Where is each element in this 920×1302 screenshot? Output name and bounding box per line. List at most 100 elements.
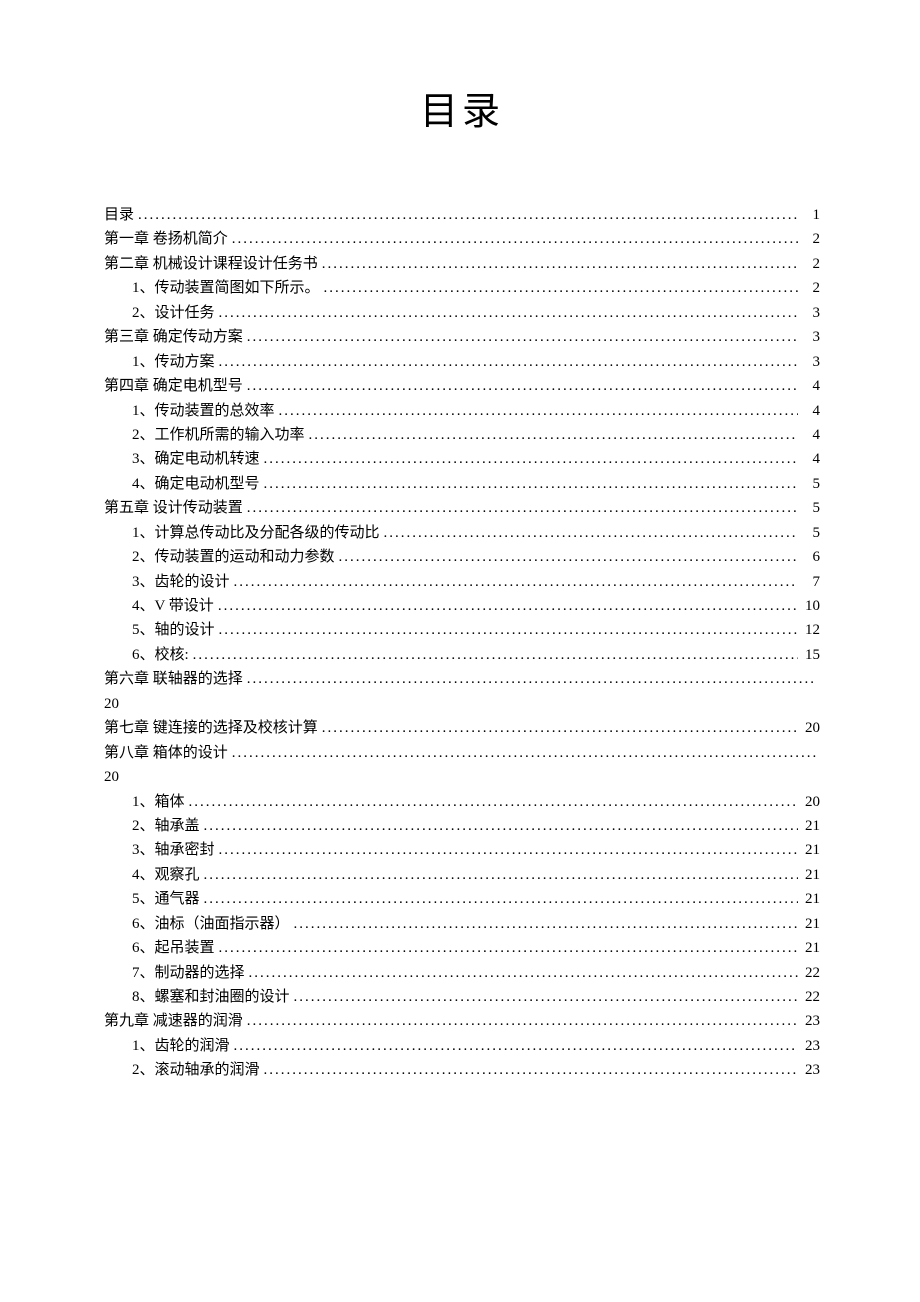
toc-page: 5 xyxy=(802,521,820,545)
toc-leader xyxy=(264,447,798,471)
toc-entry: 4、观察孔21 xyxy=(104,863,820,887)
toc-entry: 8、螺塞和封油圈的设计 22 xyxy=(104,985,820,1009)
toc-entry: 1、齿轮的润滑23 xyxy=(104,1034,820,1058)
toc-page-wrap: 20 xyxy=(104,692,820,716)
toc-page: 12 xyxy=(802,618,820,642)
toc-label: 1、传动装置的总效率 xyxy=(132,399,275,423)
toc-page: 22 xyxy=(802,985,820,1009)
toc-label: 第六章 联轴器的选择 xyxy=(104,667,243,691)
toc-page: 22 xyxy=(802,961,820,985)
toc-leader xyxy=(234,570,798,594)
toc-leader xyxy=(218,594,798,618)
toc-label: 4、确定电动机型号 xyxy=(132,472,260,496)
toc-entry: 第七章 键连接的选择及校核计算 20 xyxy=(104,716,820,740)
toc-label: 第七章 键连接的选择及校核计算 xyxy=(104,716,318,740)
toc-page: 21 xyxy=(802,887,820,911)
toc-entry: 2、滚动轴承的润滑 23 xyxy=(104,1058,820,1082)
toc-page: 2 xyxy=(802,227,820,251)
toc-page: 5 xyxy=(802,472,820,496)
toc-page: 1 xyxy=(802,203,820,227)
toc-label: 第四章 确定电机型号 xyxy=(104,374,243,398)
toc-entry: 1、传动方案 3 xyxy=(104,350,820,374)
toc-leader xyxy=(219,618,798,642)
toc-label: 第一章 卷扬机简介 xyxy=(104,227,228,251)
toc-page: 23 xyxy=(802,1034,820,1058)
toc-label: 1、计算总传动比及分配各级的传动比 xyxy=(132,521,380,545)
toc-leader xyxy=(204,863,798,887)
toc-entry: 1、计算总传动比及分配各级的传动比 5 xyxy=(104,521,820,545)
toc-label: 第八章 箱体的设计 xyxy=(104,741,228,765)
toc-entry: 目录 1 xyxy=(104,203,820,227)
toc-page: 4 xyxy=(802,374,820,398)
toc-leader xyxy=(247,1009,798,1033)
toc-leader xyxy=(247,325,798,349)
toc-entry: 3、确定电动机转速 4 xyxy=(104,447,820,471)
toc-leader xyxy=(339,545,798,569)
toc-page: 21 xyxy=(802,838,820,862)
toc-leader xyxy=(219,301,798,325)
toc-label: 1、箱体 xyxy=(132,790,185,814)
toc-page: 3 xyxy=(802,350,820,374)
toc-entry: 第二章 机械设计课程设计任务书 2 xyxy=(104,252,820,276)
toc-page: 23 xyxy=(802,1009,820,1033)
toc-page: 21 xyxy=(802,814,820,838)
toc-label: 1、传动装置简图如下所示。 xyxy=(132,276,320,300)
toc-page: 4 xyxy=(802,447,820,471)
toc-page: 7 xyxy=(802,570,820,594)
toc-label: 第五章 设计传动装置 xyxy=(104,496,243,520)
toc-leader xyxy=(219,936,798,960)
toc-entry: 第四章 确定电机型号 4 xyxy=(104,374,820,398)
toc-label: 3、轴承密封 xyxy=(132,838,215,862)
toc-entry: 第三章 确定传动方案 3 xyxy=(104,325,820,349)
toc-leader xyxy=(219,350,798,374)
toc-label: 6、校核: xyxy=(132,643,189,667)
toc-label: 8、螺塞和封油圈的设计 xyxy=(132,985,290,1009)
toc-entry: 1、传动装置的总效率4 xyxy=(104,399,820,423)
toc-entry: 3、齿轮的设计7 xyxy=(104,570,820,594)
toc-label: 2、滚动轴承的润滑 xyxy=(132,1058,260,1082)
toc-label: 5、轴的设计 xyxy=(132,618,215,642)
toc-page: 23 xyxy=(802,1058,820,1082)
toc-entry: 4、V 带设计 10 xyxy=(104,594,820,618)
toc-page: 4 xyxy=(802,423,820,447)
toc-entry: 7、制动器的选择 22 xyxy=(104,961,820,985)
toc-entry: 第六章 联轴器的选择 xyxy=(104,667,820,691)
toc-label: 1、传动方案 xyxy=(132,350,215,374)
toc-leader xyxy=(232,227,798,251)
toc-page: 2 xyxy=(802,252,820,276)
toc-page: 3 xyxy=(802,325,820,349)
toc-label: 3、确定电动机转速 xyxy=(132,447,260,471)
toc-page: 20 xyxy=(802,790,820,814)
toc-label: 2、传动装置的运动和动力参数 xyxy=(132,545,335,569)
toc-entry: 6、油标（油面指示器）21 xyxy=(104,912,820,936)
toc-label: 7、制动器的选择 xyxy=(132,961,245,985)
toc-label: 第二章 机械设计课程设计任务书 xyxy=(104,252,318,276)
toc-leader xyxy=(189,790,798,814)
toc-leader xyxy=(247,374,798,398)
toc-entry: 第八章 箱体的设计 xyxy=(104,741,820,765)
toc-leader xyxy=(232,741,816,765)
toc-leader xyxy=(309,423,798,447)
toc-label: 第九章 减速器的润滑 xyxy=(104,1009,243,1033)
toc-label: 第三章 确定传动方案 xyxy=(104,325,243,349)
toc-page: 10 xyxy=(802,594,820,618)
toc-leader xyxy=(247,496,798,520)
toc-label: 4、V 带设计 xyxy=(132,594,214,618)
toc-leader xyxy=(204,814,798,838)
toc-page: 21 xyxy=(802,936,820,960)
toc-page: 6 xyxy=(802,545,820,569)
toc-label: 6、起吊装置 xyxy=(132,936,215,960)
toc-page-wrap: 20 xyxy=(104,765,820,789)
toc-leader xyxy=(219,838,798,862)
toc-leader xyxy=(249,961,798,985)
toc-label: 4、观察孔 xyxy=(132,863,200,887)
toc-leader xyxy=(384,521,798,545)
toc-leader xyxy=(234,1034,798,1058)
toc-page: 20 xyxy=(802,716,820,740)
toc-leader xyxy=(324,276,798,300)
toc-label: 目录 xyxy=(104,203,134,227)
toc-leader xyxy=(264,472,798,496)
toc-entry: 5、通气器21 xyxy=(104,887,820,911)
toc-leader xyxy=(279,399,798,423)
toc-entry: 5、轴的设计 12 xyxy=(104,618,820,642)
